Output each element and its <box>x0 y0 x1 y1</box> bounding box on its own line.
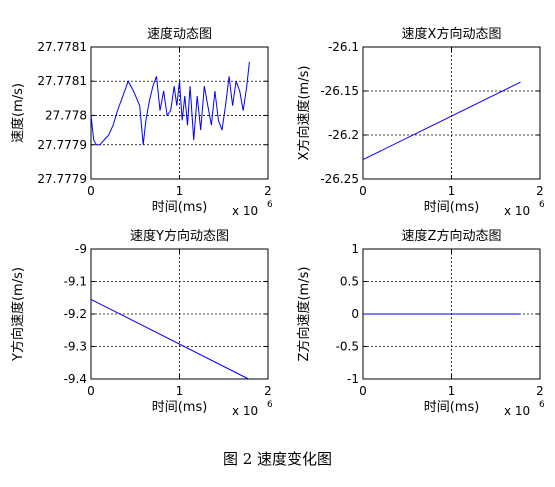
y-tick-label: -9.1 <box>64 275 87 289</box>
chart-title: 速度X方向动态图 <box>402 26 502 42</box>
y-tick-label: 0.5 <box>340 275 359 289</box>
x-multiplier: x 10 <box>232 404 258 418</box>
x-tick-label: 1 <box>448 384 456 398</box>
x-tick-label: 2 <box>536 384 544 398</box>
chart-title: 速度Z方向动态图 <box>402 228 502 244</box>
x-axis-label: 时间(ms) <box>424 200 480 215</box>
x-tick-label: 1 <box>176 184 184 198</box>
x-tick-label: 0 <box>359 384 367 398</box>
subplot-1: 0 1 2 27.7779 27.7779 27.778 27.7781 27.7781 速度动… <box>10 26 273 218</box>
x-multiplier: x 10 <box>504 204 530 218</box>
x-exponent: 6 <box>267 200 273 210</box>
series-line <box>362 81 521 161</box>
x-tick-label: 1 <box>448 184 456 198</box>
y-tick-label: -26.1 <box>328 40 359 54</box>
y-tick-label: 27.7779 <box>37 172 87 186</box>
x-tick-label: 0 <box>87 384 95 398</box>
x-tick-label: 0 <box>87 184 95 198</box>
x-exponent: 6 <box>539 200 545 210</box>
x-axis-label: 时间(ms) <box>424 400 480 415</box>
y-tick-label: -26.25 <box>320 172 359 186</box>
plots-canvas: 0 1 2 27.7779 27.7779 27.778 27.7781 27.7781 速度动… <box>10 26 545 418</box>
figure-caption: 图 2 速度变化图 <box>222 450 333 468</box>
y-tick-label: 27.7779 <box>37 138 87 152</box>
chart-title: 速度动态图 <box>147 26 212 42</box>
x-tick-label: 2 <box>536 184 544 198</box>
y-tick-label: -1 <box>347 372 359 386</box>
chart-title: 速度Y方向动态图 <box>130 228 229 244</box>
y-axis-label: Z方向速度(m/s) <box>296 267 312 362</box>
y-axis-label: 速度(m/s) <box>10 83 26 143</box>
y-tick-label: 1 <box>351 242 359 256</box>
y-tick-label: 27.778 <box>45 108 87 122</box>
x-axis-label: 时间(ms) <box>152 200 208 215</box>
y-tick-label: -9 <box>75 242 87 256</box>
series-line <box>90 298 249 380</box>
x-tick-label: 0 <box>359 184 367 198</box>
y-tick-label: 0 <box>351 307 359 321</box>
x-exponent: 6 <box>539 400 545 410</box>
series-line <box>90 61 250 146</box>
x-multiplier: x 10 <box>504 404 530 418</box>
x-tick-label: 2 <box>264 184 272 198</box>
y-tick-label: 27.7781 <box>37 40 87 54</box>
y-tick-label: -9.2 <box>64 307 87 321</box>
y-tick-label: -9.3 <box>64 340 87 354</box>
x-axis-label: 时间(ms) <box>152 400 208 415</box>
x-exponent: 6 <box>267 400 273 410</box>
y-tick-label: 27.7781 <box>37 74 87 88</box>
y-tick-label: -0.5 <box>336 340 359 354</box>
y-axis-label: X方向速度(m/s) <box>296 66 312 161</box>
x-multiplier: x 10 <box>232 204 258 218</box>
y-tick-label: -26.2 <box>328 128 359 142</box>
x-tick-label: 1 <box>176 384 184 398</box>
y-axis-label: Y方向速度(m/s) <box>10 267 26 362</box>
x-tick-label: 2 <box>264 384 272 398</box>
y-tick-label: -26.15 <box>320 84 359 98</box>
y-tick-label: -9.4 <box>64 372 87 386</box>
